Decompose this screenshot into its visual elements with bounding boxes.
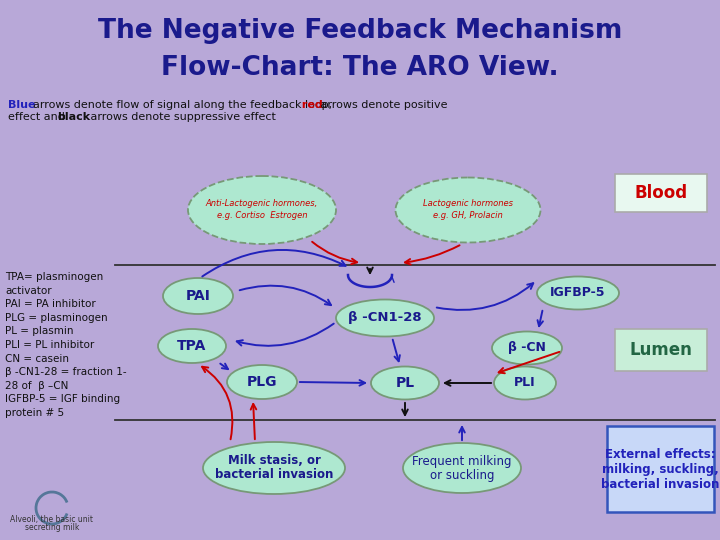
FancyBboxPatch shape bbox=[615, 329, 707, 371]
Ellipse shape bbox=[188, 176, 336, 244]
Ellipse shape bbox=[537, 276, 619, 309]
Text: arrows denote positive: arrows denote positive bbox=[317, 100, 448, 110]
Text: arrows denote flow of signal along the feedback loop,: arrows denote flow of signal along the f… bbox=[33, 100, 332, 110]
Text: PL: PL bbox=[395, 376, 415, 390]
Text: Flow-Chart: The ARO View.: Flow-Chart: The ARO View. bbox=[161, 55, 559, 81]
Text: PAI: PAI bbox=[186, 289, 210, 303]
Ellipse shape bbox=[395, 178, 541, 242]
Text: The Negative Feedback Mechanism: The Negative Feedback Mechanism bbox=[98, 18, 622, 44]
Text: Lactogenic hormones: Lactogenic hormones bbox=[423, 199, 513, 207]
Text: red: red bbox=[298, 100, 323, 110]
Text: secreting milk: secreting milk bbox=[24, 523, 79, 532]
Text: Lumen: Lumen bbox=[629, 341, 693, 359]
Text: Frequent milking: Frequent milking bbox=[413, 455, 512, 468]
Ellipse shape bbox=[163, 278, 233, 314]
Ellipse shape bbox=[203, 442, 345, 494]
Ellipse shape bbox=[158, 329, 226, 363]
Text: Alveoli, the basic unit: Alveoli, the basic unit bbox=[11, 515, 94, 524]
Text: arrows denote suppressive effect: arrows denote suppressive effect bbox=[87, 112, 276, 122]
Text: Blue: Blue bbox=[8, 100, 35, 110]
Text: or suckling: or suckling bbox=[430, 469, 494, 482]
Ellipse shape bbox=[336, 300, 434, 336]
Text: External effects:
milking, suckling,
bacterial invasion: External effects: milking, suckling, bac… bbox=[600, 448, 719, 490]
Text: IGFBP-5: IGFBP-5 bbox=[550, 287, 606, 300]
Text: Milk stasis, or: Milk stasis, or bbox=[228, 455, 320, 468]
Text: bacterial invasion: bacterial invasion bbox=[215, 469, 333, 482]
Text: TPA= plasminogen
activator
PAI = PA inhibitor
PLG = plasminogen
PL = plasmin
PLI: TPA= plasminogen activator PAI = PA inhi… bbox=[5, 272, 127, 418]
Text: black: black bbox=[57, 112, 90, 122]
Text: Blood: Blood bbox=[634, 184, 688, 202]
Text: e.g. Cortiso  Estrogen: e.g. Cortiso Estrogen bbox=[217, 211, 307, 219]
FancyBboxPatch shape bbox=[615, 174, 707, 212]
Text: effect and: effect and bbox=[8, 112, 68, 122]
Text: β -CN1-28: β -CN1-28 bbox=[348, 312, 422, 325]
Text: TPA: TPA bbox=[177, 339, 207, 353]
Text: e.g. GH, Prolacin: e.g. GH, Prolacin bbox=[433, 211, 503, 219]
Ellipse shape bbox=[371, 367, 439, 400]
Text: β -CN: β -CN bbox=[508, 341, 546, 354]
Text: Anti-Lactogenic hormones,: Anti-Lactogenic hormones, bbox=[206, 199, 318, 207]
Ellipse shape bbox=[492, 332, 562, 364]
Text: PLI: PLI bbox=[514, 376, 536, 389]
Ellipse shape bbox=[227, 365, 297, 399]
Ellipse shape bbox=[494, 367, 556, 400]
Ellipse shape bbox=[403, 443, 521, 493]
Text: PLG: PLG bbox=[247, 375, 277, 389]
FancyBboxPatch shape bbox=[607, 426, 714, 512]
